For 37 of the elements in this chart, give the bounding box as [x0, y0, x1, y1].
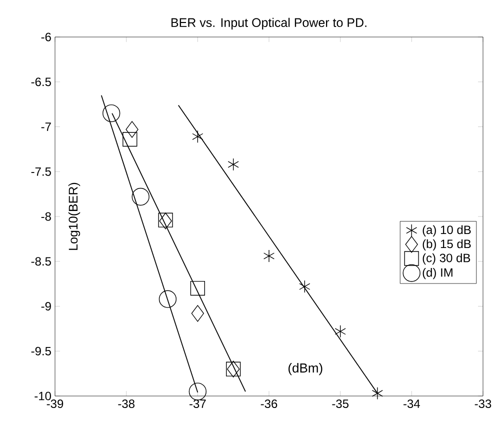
legend-label: (d) IM — [422, 268, 452, 280]
x-tick-label: -33 — [474, 400, 492, 408]
point — [299, 280, 310, 293]
chart-title: BER vs. Input Optical Power to PD. — [171, 18, 366, 30]
y-axis-title: Log10(BER) — [68, 182, 80, 250]
legend-label: (c) 30 dB — [422, 253, 470, 265]
point — [158, 290, 177, 308]
y-tick-label: -6.5 — [31, 78, 51, 86]
x-tick-label: -37 — [190, 400, 206, 408]
y-tick-label: -7 — [41, 122, 51, 131]
y-tick-label: -9.5 — [31, 346, 51, 356]
point — [102, 104, 120, 122]
x-tick-label: -38 — [118, 400, 134, 408]
x-axis-title: (dBm) — [288, 363, 322, 376]
point — [188, 382, 206, 400]
legend-label: (a) 10 dB — [422, 225, 471, 236]
x-tick-label: -36 — [260, 400, 278, 408]
point — [132, 188, 150, 206]
point — [263, 250, 275, 262]
point — [228, 158, 239, 171]
point — [191, 305, 204, 322]
y-tick-label: -10 — [34, 392, 52, 400]
point — [334, 325, 346, 338]
y-tick-label: -8.5 — [31, 257, 51, 266]
y-tick-label: -6 — [41, 32, 51, 42]
point — [122, 132, 138, 147]
point — [192, 130, 204, 143]
x-tick-label: -35 — [332, 400, 349, 408]
y-tick-label: -9 — [41, 302, 51, 311]
point — [126, 121, 138, 138]
legend-label: (b) 15 dB — [422, 239, 471, 251]
x-tick-label: -39 — [46, 400, 64, 408]
point — [372, 386, 383, 400]
x-tick-label: -34 — [404, 400, 420, 408]
y-tick-label: -7.5 — [31, 167, 51, 176]
y-tick-label: -8 — [41, 212, 51, 221]
point — [190, 280, 205, 296]
